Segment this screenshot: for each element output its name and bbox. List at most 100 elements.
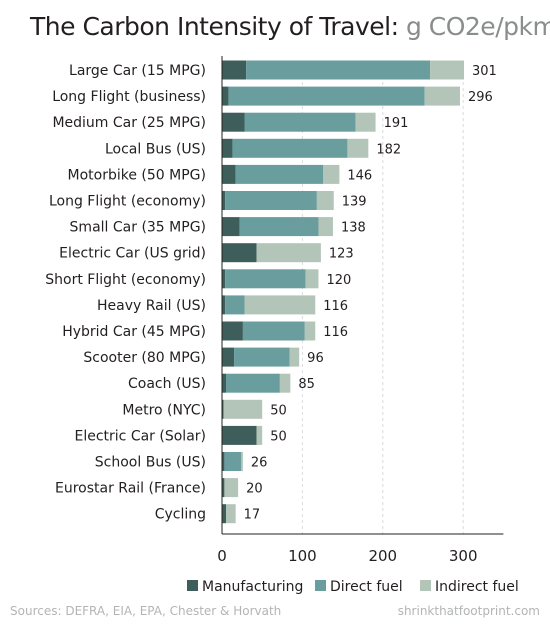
bar-3-direct-fuel	[232, 138, 348, 158]
bar-9-direct-fuel	[225, 295, 245, 315]
value-labels: 301 296 191 182 146 139 138 123 120 116 116 96 85 50 5…	[244, 64, 497, 523]
value-label: 26	[251, 456, 268, 471]
legend-swatch-manufacturing	[187, 580, 198, 591]
x-tick-label: 100	[288, 547, 317, 565]
bar-9-manufacturing	[222, 295, 226, 315]
bar-9-indirect-fuel	[244, 295, 316, 315]
bar-5-indirect-fuel	[316, 191, 334, 210]
category-label: Scooter (80 MPG)	[83, 350, 206, 366]
bar-8-manufacturing	[222, 269, 226, 289]
value-label: 85	[298, 377, 315, 392]
category-label: School Bus (US)	[95, 455, 206, 471]
site-credit: shrinkthatfootprint.com	[397, 604, 540, 618]
bar-1-manufacturing	[222, 86, 229, 106]
bar-16-manufacturing	[222, 478, 225, 498]
bar-6-indirect-fuel	[318, 217, 333, 237]
bar-11-direct-fuel	[234, 347, 290, 367]
bar-4-manufacturing	[222, 164, 236, 184]
category-label: Motorbike (50 MPG)	[68, 167, 206, 183]
bar-15-manufacturing	[222, 452, 225, 471]
title-text: The Carbon Intensity of Travel:	[30, 12, 399, 41]
value-label: 116	[323, 299, 348, 314]
value-label: 120	[326, 273, 351, 288]
bar-15-indirect-fuel	[241, 452, 243, 471]
bar-15-direct-fuel	[224, 452, 242, 471]
value-label: 96	[307, 351, 324, 366]
category-label: Heavy Rail (US)	[97, 298, 206, 314]
bar-14-indirect-fuel	[256, 425, 263, 445]
legend-swatch-indirect-fuel	[420, 580, 431, 591]
title-unit: g CO2e/pkm	[405, 12, 550, 41]
category-label: Local Bus (US)	[105, 141, 206, 157]
bar-0-manufacturing	[222, 60, 247, 80]
bar-0-direct-fuel	[246, 60, 431, 80]
legend-label: Manufacturing	[202, 579, 303, 595]
bar-10-manufacturing	[222, 321, 243, 341]
bar-8-indirect-fuel	[305, 269, 319, 289]
value-label: 50	[270, 429, 287, 444]
x-tick-label: 0	[217, 547, 227, 565]
legend-label: Indirect fuel	[435, 579, 519, 595]
bar-11-indirect-fuel	[289, 347, 300, 367]
bar-2-direct-fuel	[244, 112, 356, 132]
value-label: 191	[384, 116, 409, 131]
value-label: 50	[270, 403, 287, 418]
value-label: 146	[347, 168, 372, 183]
x-tick-label: 200	[368, 547, 397, 565]
x-tick-label: 300	[449, 547, 478, 565]
bar-12-indirect-fuel	[279, 373, 291, 393]
value-label: 182	[376, 142, 401, 157]
legend: Manufacturing Direct fuel Indirect fuel	[187, 579, 519, 595]
bar-11-manufacturing	[222, 347, 235, 367]
bar-17-manufacturing	[222, 504, 227, 524]
bar-3-indirect-fuel	[347, 138, 369, 158]
category-labels: Large Car (15 MPG) Long Flight (business)…	[45, 63, 206, 523]
category-label: Cycling	[155, 507, 206, 523]
sources-note: Sources: DEFRA, EIA, EPA, Chester & Horv…	[10, 604, 282, 618]
category-label: Electric Car (Solar)	[75, 428, 207, 444]
value-label: 17	[244, 508, 261, 523]
bar-13-indirect-fuel	[223, 399, 263, 419]
legend-label: Direct fuel	[330, 579, 403, 595]
category-label: Long Flight (business)	[52, 89, 206, 105]
bar-13-manufacturing	[222, 399, 224, 419]
category-label: Eurostar Rail (France)	[55, 481, 206, 497]
bar-1-direct-fuel	[228, 86, 425, 106]
value-label: 20	[246, 482, 263, 497]
bar-6-manufacturing	[222, 217, 240, 237]
bar-3-manufacturing	[222, 138, 233, 158]
bar-6-direct-fuel	[239, 217, 319, 237]
bar-8-direct-fuel	[225, 269, 306, 289]
bar-12-direct-fuel	[226, 373, 280, 393]
bar-7-manufacturing	[222, 243, 257, 263]
value-label: 116	[323, 325, 348, 340]
category-label: Coach (US)	[128, 376, 206, 392]
category-label: Hybrid Car (45 MPG)	[62, 324, 206, 340]
bar-4-direct-fuel	[235, 164, 324, 184]
bar-2-indirect-fuel	[355, 112, 376, 132]
bar-4-indirect-fuel	[323, 164, 340, 184]
value-label: 139	[342, 195, 367, 210]
bar-2-manufacturing	[222, 112, 245, 132]
value-label: 296	[468, 90, 493, 105]
bar-5-direct-fuel	[225, 191, 317, 210]
bar-17-indirect-fuel	[226, 504, 236, 524]
bar-16-indirect-fuel	[224, 478, 239, 498]
chart-title: The Carbon Intensity of Travel: g CO2e/p…	[30, 12, 550, 41]
bars	[222, 60, 465, 524]
category-label: Medium Car (25 MPG)	[52, 115, 206, 131]
bar-14-manufacturing	[222, 425, 257, 445]
stacked-bar-chart: Large Car (15 MPG) Long Flight (business)…	[45, 56, 519, 595]
category-label: Electric Car (US grid)	[59, 246, 206, 262]
value-label: 301	[472, 64, 497, 79]
x-axis: 0 100 200 300	[217, 56, 504, 565]
bar-10-direct-fuel	[242, 321, 305, 341]
value-label: 138	[341, 221, 366, 236]
bar-12-manufacturing	[222, 373, 227, 393]
bar-0-indirect-fuel	[430, 60, 465, 80]
bar-5-manufacturing	[222, 191, 226, 210]
category-label: Metro (NYC)	[122, 402, 206, 418]
category-label: Small Car (35 MPG)	[70, 220, 206, 236]
category-label: Short Flight (economy)	[45, 272, 206, 288]
category-label: Large Car (15 MPG)	[69, 63, 206, 79]
